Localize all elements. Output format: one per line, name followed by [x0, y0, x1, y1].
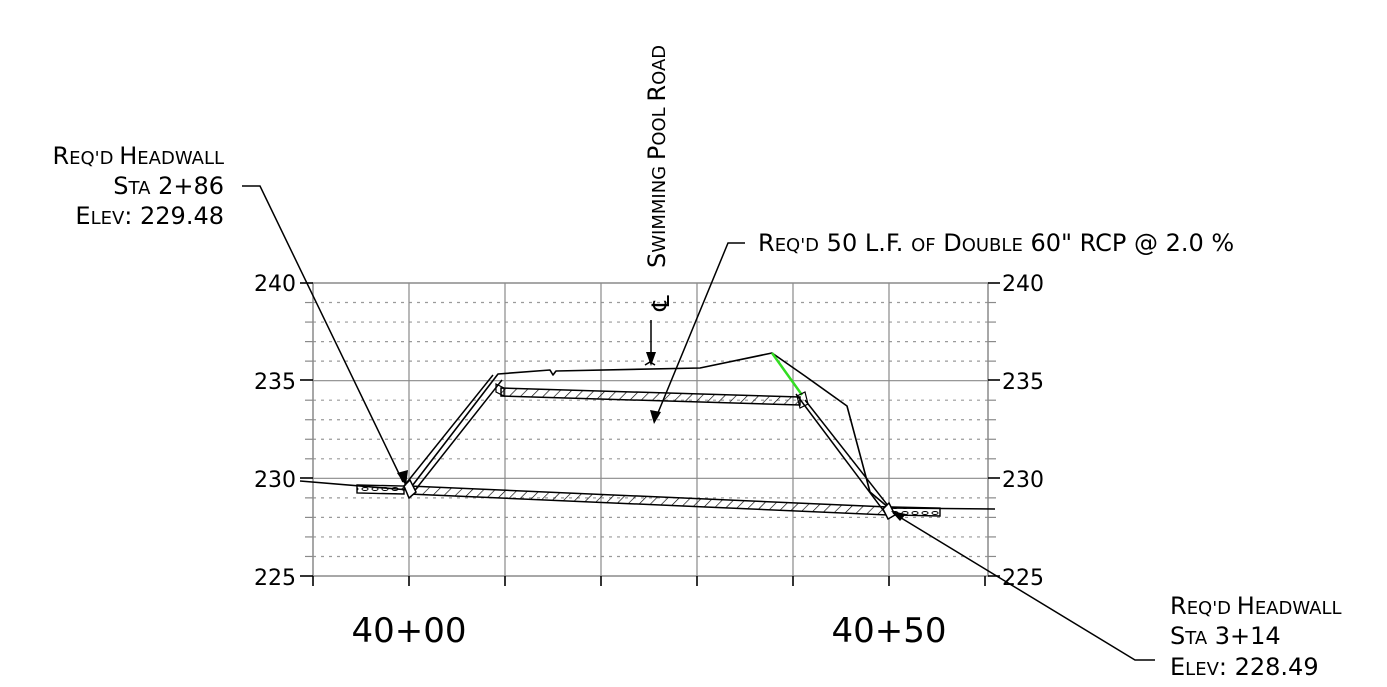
right-headwall-line2: STA 3+14	[1170, 622, 1281, 650]
left-riprap-apron	[356, 484, 405, 495]
left-headwall-arrow-head	[397, 470, 408, 486]
embankment-side-slopes	[403, 374, 894, 515]
left-slope-inner	[411, 379, 503, 495]
right-slope-outer	[795, 393, 887, 515]
upper-culvert-right-end	[796, 391, 809, 409]
right-headwall-leader	[892, 512, 1155, 661]
right-headwall-arrow-head	[891, 511, 906, 521]
upper-culvert-hatch	[500, 387, 801, 406]
y-label-230-right: 230	[1002, 468, 1044, 493]
grid-border	[312, 282, 989, 577]
ground-line-road-embankment	[408, 352, 890, 509]
y-label-240-left: 240	[254, 272, 296, 297]
y-label-240-right: 240	[1002, 272, 1044, 297]
main-culvert-hatch	[408, 485, 889, 516]
left-headwall-line1: REQ'D HEADWALL	[52, 142, 224, 170]
left-headwall-callout: REQ'D HEADWALL STA 2+86 ELEV: 229.48	[52, 142, 408, 486]
y-label-235-right: 235	[1002, 370, 1044, 395]
left-slope-outer	[403, 374, 494, 487]
axis-ticks	[300, 282, 1000, 586]
upper-culvert-left-end	[495, 383, 505, 397]
centerline-arrow-head	[646, 352, 656, 366]
main-culvert-pipe	[356, 478, 941, 521]
pipe-note-arrow-head	[650, 410, 661, 424]
profile-grid	[305, 282, 996, 577]
station-label-40-50: 40+50	[831, 611, 946, 651]
y-label-225-left: 225	[254, 566, 296, 591]
centerline-marker: SWIMMING POOL ROAD ℄	[643, 45, 675, 366]
station-label-40-00: 40+00	[351, 611, 466, 651]
right-slope-inner	[804, 399, 894, 513]
left-headwall-symbol	[403, 478, 417, 500]
pipe-note-leader	[650, 242, 745, 424]
pipe-note-leader-line	[654, 242, 745, 421]
left-headwall-leader	[242, 185, 404, 483]
left-headwall-line2: STA 2+86	[113, 172, 224, 200]
highlighted-slope-segment	[770, 352, 804, 396]
upper-culvert-pipe	[495, 383, 809, 409]
centerline-icon: ℄	[647, 295, 675, 312]
right-headwall-line3: ELEV: 228.49	[1170, 653, 1319, 681]
left-headwall-line3: ELEV: 229.48	[75, 202, 224, 230]
pipe-note-text: REQ'D 50 L.F. OF DOUBLE 60" RCP @ 2.0 %	[758, 229, 1234, 257]
right-headwall-line1: REQ'D HEADWALL	[1170, 592, 1342, 620]
road-name-label: SWIMMING POOL ROAD	[643, 45, 671, 268]
y-label-225-right: 225	[1002, 566, 1044, 591]
y-label-235-left: 235	[254, 370, 296, 395]
grid-solid-lines	[305, 283, 996, 576]
right-headwall-callout: REQ'D HEADWALL STA 3+14 ELEV: 228.49	[891, 511, 1342, 681]
y-label-230-left: 230	[254, 468, 296, 493]
